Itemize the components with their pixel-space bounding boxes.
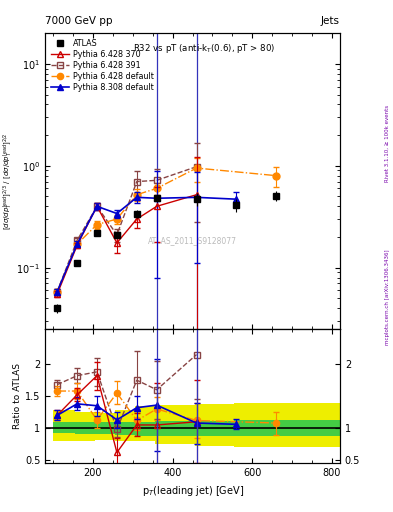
X-axis label: p$_T$(leading jet) [GeV]: p$_T$(leading jet) [GeV] — [141, 484, 244, 498]
Text: 7000 GeV pp: 7000 GeV pp — [45, 15, 113, 26]
Text: Rivet 3.1.10, ≥ 100k events: Rivet 3.1.10, ≥ 100k events — [385, 105, 389, 182]
Text: ATLAS_2011_S9128077: ATLAS_2011_S9128077 — [148, 236, 237, 245]
Text: R32 vs pT (anti-k$_\mathregular{T}$(0.6), pT > 80): R32 vs pT (anti-k$_\mathregular{T}$(0.6)… — [133, 42, 275, 55]
Text: Jets: Jets — [321, 15, 340, 26]
Y-axis label: Ratio to ATLAS: Ratio to ATLAS — [13, 363, 22, 429]
Legend: ATLAS, Pythia 6.428 370, Pythia 6.428 391, Pythia 6.428 default, Pythia 8.308 de: ATLAS, Pythia 6.428 370, Pythia 6.428 39… — [49, 37, 155, 94]
Text: mcplots.cern.ch [arXiv:1306.3436]: mcplots.cern.ch [arXiv:1306.3436] — [385, 249, 389, 345]
Y-axis label: $[d\sigma/dp_T^\mathrm{lead}]^{2/3}$ / $[d\sigma/dp_T^\mathrm{lead}]^{2/2}$: $[d\sigma/dp_T^\mathrm{lead}]^{2/3}$ / $… — [2, 133, 15, 230]
